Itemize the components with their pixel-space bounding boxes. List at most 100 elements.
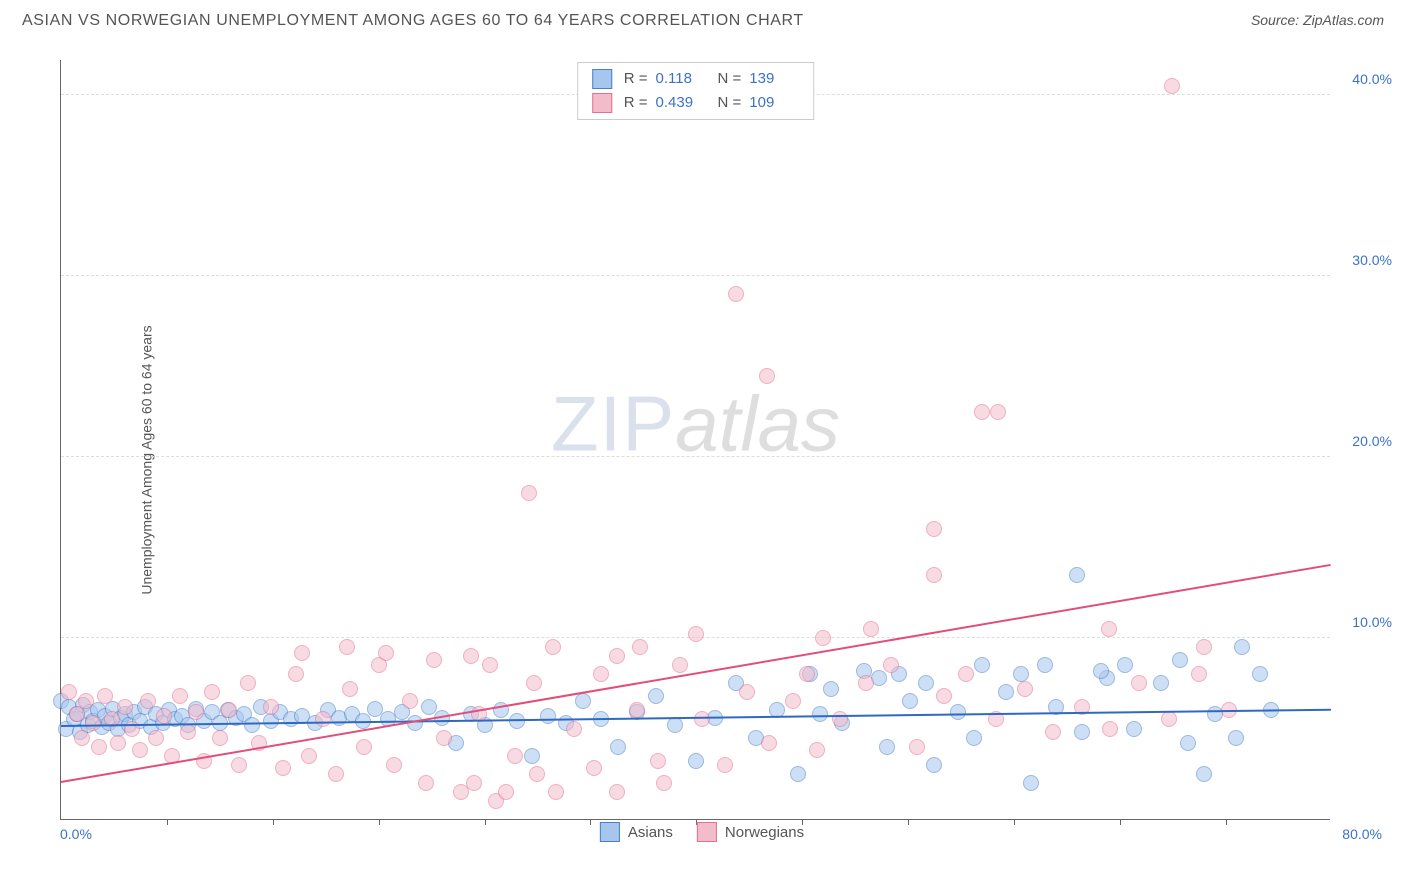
point-asians bbox=[879, 739, 895, 755]
point-norwegians bbox=[799, 666, 815, 682]
point-norwegians bbox=[926, 567, 942, 583]
point-norwegians bbox=[694, 711, 710, 727]
point-norwegians bbox=[339, 639, 355, 655]
y-tick-label: 10.0% bbox=[1352, 614, 1392, 630]
point-asians bbox=[509, 713, 525, 729]
point-norwegians bbox=[140, 693, 156, 709]
x-axis-min: 0.0% bbox=[60, 826, 92, 842]
point-norwegians bbox=[586, 760, 602, 776]
point-norwegians bbox=[212, 730, 228, 746]
point-asians bbox=[1196, 766, 1212, 782]
point-asians bbox=[998, 684, 1014, 700]
point-asians bbox=[1126, 721, 1142, 737]
point-norwegians bbox=[91, 739, 107, 755]
point-norwegians bbox=[204, 684, 220, 700]
point-norwegians bbox=[629, 702, 645, 718]
point-asians bbox=[1153, 675, 1169, 691]
point-norwegians bbox=[466, 775, 482, 791]
point-norwegians bbox=[650, 753, 666, 769]
point-norwegians bbox=[526, 675, 542, 691]
point-norwegians bbox=[402, 693, 418, 709]
point-asians bbox=[1234, 639, 1250, 655]
point-norwegians bbox=[609, 648, 625, 664]
point-norwegians bbox=[328, 766, 344, 782]
x-tick bbox=[1014, 819, 1015, 825]
chart-title: ASIAN VS NORWEGIAN UNEMPLOYMENT AMONG AG… bbox=[22, 12, 804, 30]
point-norwegians bbox=[117, 699, 133, 715]
point-norwegians bbox=[498, 784, 514, 800]
point-norwegians bbox=[883, 657, 899, 673]
point-norwegians bbox=[97, 688, 113, 704]
point-norwegians bbox=[172, 688, 188, 704]
point-asians bbox=[918, 675, 934, 691]
point-norwegians bbox=[761, 735, 777, 751]
point-norwegians bbox=[759, 368, 775, 384]
point-norwegians bbox=[1131, 675, 1147, 691]
point-norwegians bbox=[863, 621, 879, 637]
y-tick-label: 20.0% bbox=[1352, 433, 1392, 449]
point-asians bbox=[974, 657, 990, 673]
legend-item-norwegians: Norwegians bbox=[697, 822, 804, 842]
point-norwegians bbox=[909, 739, 925, 755]
y-tick-label: 40.0% bbox=[1352, 71, 1392, 87]
gridline bbox=[61, 275, 1330, 276]
point-norwegians bbox=[426, 652, 442, 668]
point-asians bbox=[1037, 657, 1053, 673]
point-norwegians bbox=[482, 657, 498, 673]
point-asians bbox=[1228, 730, 1244, 746]
point-asians bbox=[575, 693, 591, 709]
chart-header: ASIAN VS NORWEGIAN UNEMPLOYMENT AMONG AG… bbox=[0, 0, 1406, 30]
point-norwegians bbox=[1164, 78, 1180, 94]
point-asians bbox=[244, 717, 260, 733]
correlation-row-norwegians: R = 0.439 N = 109 bbox=[592, 91, 800, 115]
point-norwegians bbox=[936, 688, 952, 704]
point-asians bbox=[926, 757, 942, 773]
y-tick-label: 30.0% bbox=[1352, 252, 1392, 268]
point-norwegians bbox=[1161, 711, 1177, 727]
point-asians bbox=[688, 753, 704, 769]
point-asians bbox=[1117, 657, 1133, 673]
point-norwegians bbox=[110, 735, 126, 751]
point-norwegians bbox=[926, 521, 942, 537]
x-tick bbox=[1226, 819, 1227, 825]
point-norwegians bbox=[529, 766, 545, 782]
point-asians bbox=[540, 708, 556, 724]
point-norwegians bbox=[74, 730, 90, 746]
chart: Unemployment Among Ages 60 to 64 years Z… bbox=[22, 40, 1382, 880]
gridline bbox=[61, 456, 1330, 457]
correlation-row-asians: R = 0.118 N = 139 bbox=[592, 67, 800, 91]
x-tick bbox=[908, 819, 909, 825]
x-tick bbox=[379, 819, 380, 825]
point-norwegians bbox=[717, 757, 733, 773]
point-norwegians bbox=[1102, 721, 1118, 737]
point-asians bbox=[823, 681, 839, 697]
point-asians bbox=[524, 748, 540, 764]
point-asians bbox=[610, 739, 626, 755]
point-norwegians bbox=[609, 784, 625, 800]
swatch-norwegians bbox=[592, 93, 612, 113]
point-norwegians bbox=[958, 666, 974, 682]
x-tick bbox=[590, 819, 591, 825]
point-norwegians bbox=[132, 742, 148, 758]
point-norwegians bbox=[974, 404, 990, 420]
x-axis-max: 80.0% bbox=[1342, 826, 1382, 842]
point-norwegians bbox=[356, 739, 372, 755]
x-tick bbox=[167, 819, 168, 825]
point-norwegians bbox=[342, 681, 358, 697]
point-norwegians bbox=[1017, 681, 1033, 697]
point-norwegians bbox=[832, 711, 848, 727]
point-asians bbox=[1180, 735, 1196, 751]
legend-item-asians: Asians bbox=[600, 822, 673, 842]
point-norwegians bbox=[180, 724, 196, 740]
point-asians bbox=[1013, 666, 1029, 682]
point-norwegians bbox=[815, 630, 831, 646]
point-norwegians bbox=[61, 684, 77, 700]
point-norwegians bbox=[1191, 666, 1207, 682]
point-norwegians bbox=[156, 708, 172, 724]
point-norwegians bbox=[548, 784, 564, 800]
point-norwegians bbox=[231, 757, 247, 773]
point-norwegians bbox=[240, 675, 256, 691]
point-asians bbox=[1093, 663, 1109, 679]
point-norwegians bbox=[85, 715, 101, 731]
point-norwegians bbox=[507, 748, 523, 764]
